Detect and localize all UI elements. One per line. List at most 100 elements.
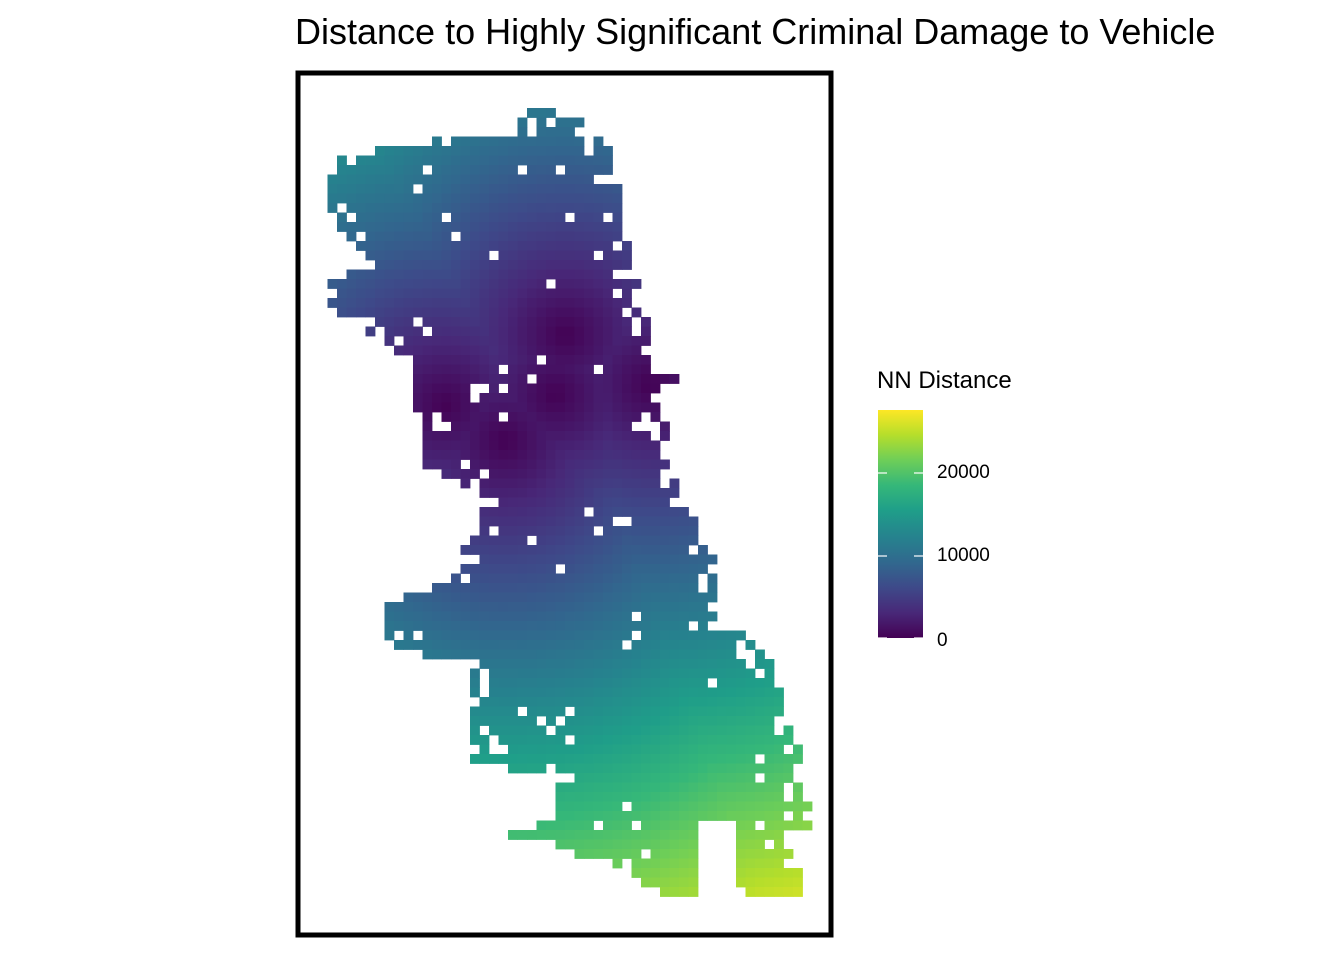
- heatmap-cell: [479, 288, 490, 299]
- heatmap-cell: [432, 326, 442, 337]
- heatmap-cell: [660, 649, 670, 660]
- heatmap-cell: [422, 184, 433, 194]
- heatmap-cell: [527, 573, 537, 584]
- heatmap-cell: [432, 269, 442, 280]
- heatmap-cell: [612, 554, 623, 565]
- heatmap-cell: [536, 602, 547, 612]
- heatmap-cell: [679, 602, 689, 612]
- heatmap-cell: [603, 317, 613, 327]
- heatmap-cell: [603, 345, 613, 356]
- heatmap-cell: [755, 716, 765, 726]
- heatmap-cell: [536, 279, 547, 289]
- heatmap-cell: [755, 735, 765, 745]
- heatmap-cell: [764, 716, 775, 726]
- heatmap-cell: [422, 450, 433, 460]
- heatmap-cell: [669, 706, 680, 717]
- heatmap-cell: [441, 174, 452, 185]
- heatmap-cell: [508, 573, 518, 584]
- heatmap-cell: [517, 697, 528, 707]
- heatmap-cell: [527, 440, 537, 451]
- heatmap-cell: [603, 820, 613, 831]
- heatmap-cell: [688, 611, 699, 622]
- heatmap-cell: [565, 640, 575, 650]
- heatmap-cell: [631, 431, 642, 441]
- heatmap-cell: [574, 592, 585, 603]
- heatmap-cell: [460, 440, 471, 451]
- heatmap-cell: [603, 431, 613, 441]
- heatmap-cell: [774, 706, 784, 717]
- heatmap-cell: [517, 383, 528, 394]
- heatmap-cell: [527, 307, 537, 318]
- heatmap-cell: [603, 621, 613, 631]
- heatmap-cell: [394, 298, 404, 308]
- heatmap-cell: [508, 611, 518, 622]
- heatmap-cell: [736, 687, 746, 698]
- heatmap-cell: [774, 735, 784, 745]
- heatmap-cell: [555, 459, 566, 470]
- heatmap-cell: [745, 735, 756, 745]
- heatmap-cell: [622, 611, 632, 622]
- heatmap-cell: [669, 773, 680, 783]
- heatmap-cell: [327, 174, 338, 185]
- heatmap-cell: [736, 830, 746, 840]
- heatmap-cell: [356, 212, 366, 223]
- heatmap-cell: [565, 497, 575, 508]
- heatmap-cell: [650, 649, 661, 660]
- heatmap-cell: [565, 592, 575, 603]
- heatmap-cell: [470, 345, 480, 356]
- heatmap-cell: [555, 222, 566, 232]
- heatmap-cell: [384, 307, 395, 318]
- heatmap-cell: [584, 630, 594, 641]
- heatmap-cell: [479, 279, 490, 289]
- heatmap-cell: [688, 649, 699, 660]
- heatmap-cell: [460, 364, 471, 375]
- heatmap-cell: [631, 811, 642, 821]
- heatmap-cell: [565, 450, 575, 460]
- heatmap-cell: [479, 212, 490, 223]
- heatmap-cell: [498, 222, 509, 232]
- heatmap-cell: [574, 136, 585, 147]
- heatmap-cell: [517, 535, 528, 546]
- heatmap-cell: [536, 269, 547, 280]
- heatmap-cell: [470, 212, 480, 223]
- heatmap-cell: [489, 269, 499, 280]
- heatmap-cell: [593, 630, 604, 641]
- heatmap-cell: [489, 450, 499, 460]
- heatmap-cell: [688, 573, 699, 584]
- heatmap-cell: [717, 687, 727, 698]
- heatmap-cell: [517, 402, 528, 413]
- heatmap-cell: [479, 630, 490, 641]
- heatmap-cell: [717, 640, 727, 650]
- heatmap-cell: [574, 478, 585, 489]
- heatmap-cell: [508, 630, 518, 641]
- heatmap-cell: [460, 345, 471, 356]
- heatmap-cell: [631, 792, 642, 802]
- heatmap-cell: [375, 146, 385, 156]
- heatmap-cell: [546, 374, 556, 384]
- heatmap-cell: [460, 193, 471, 204]
- heatmap-cell: [527, 706, 537, 717]
- heatmap-cell: [622, 440, 632, 451]
- heatmap-cell: [470, 250, 480, 261]
- heatmap-cell: [660, 621, 670, 631]
- heatmap-cell: [574, 355, 585, 365]
- heatmap-cell: [641, 573, 651, 584]
- heatmap-cell: [508, 203, 518, 213]
- heatmap-cell: [717, 792, 727, 802]
- heatmap-cell: [555, 269, 566, 280]
- heatmap-cell: [650, 839, 661, 850]
- heatmap-cell: [660, 374, 670, 384]
- heatmap-cell: [536, 697, 547, 707]
- heatmap-cell: [527, 602, 537, 612]
- heatmap-cell: [574, 668, 585, 679]
- heatmap-cell: [660, 678, 670, 688]
- heatmap-cell: [508, 421, 518, 432]
- heatmap-cell: [479, 364, 490, 375]
- heatmap-cell: [622, 535, 632, 546]
- heatmap-cell: [527, 136, 537, 147]
- heatmap-cell: [641, 402, 651, 413]
- heatmap-cell: [641, 602, 651, 612]
- heatmap-cell: [356, 155, 366, 166]
- heatmap-cell: [508, 431, 518, 441]
- heatmap-cell: [527, 288, 537, 299]
